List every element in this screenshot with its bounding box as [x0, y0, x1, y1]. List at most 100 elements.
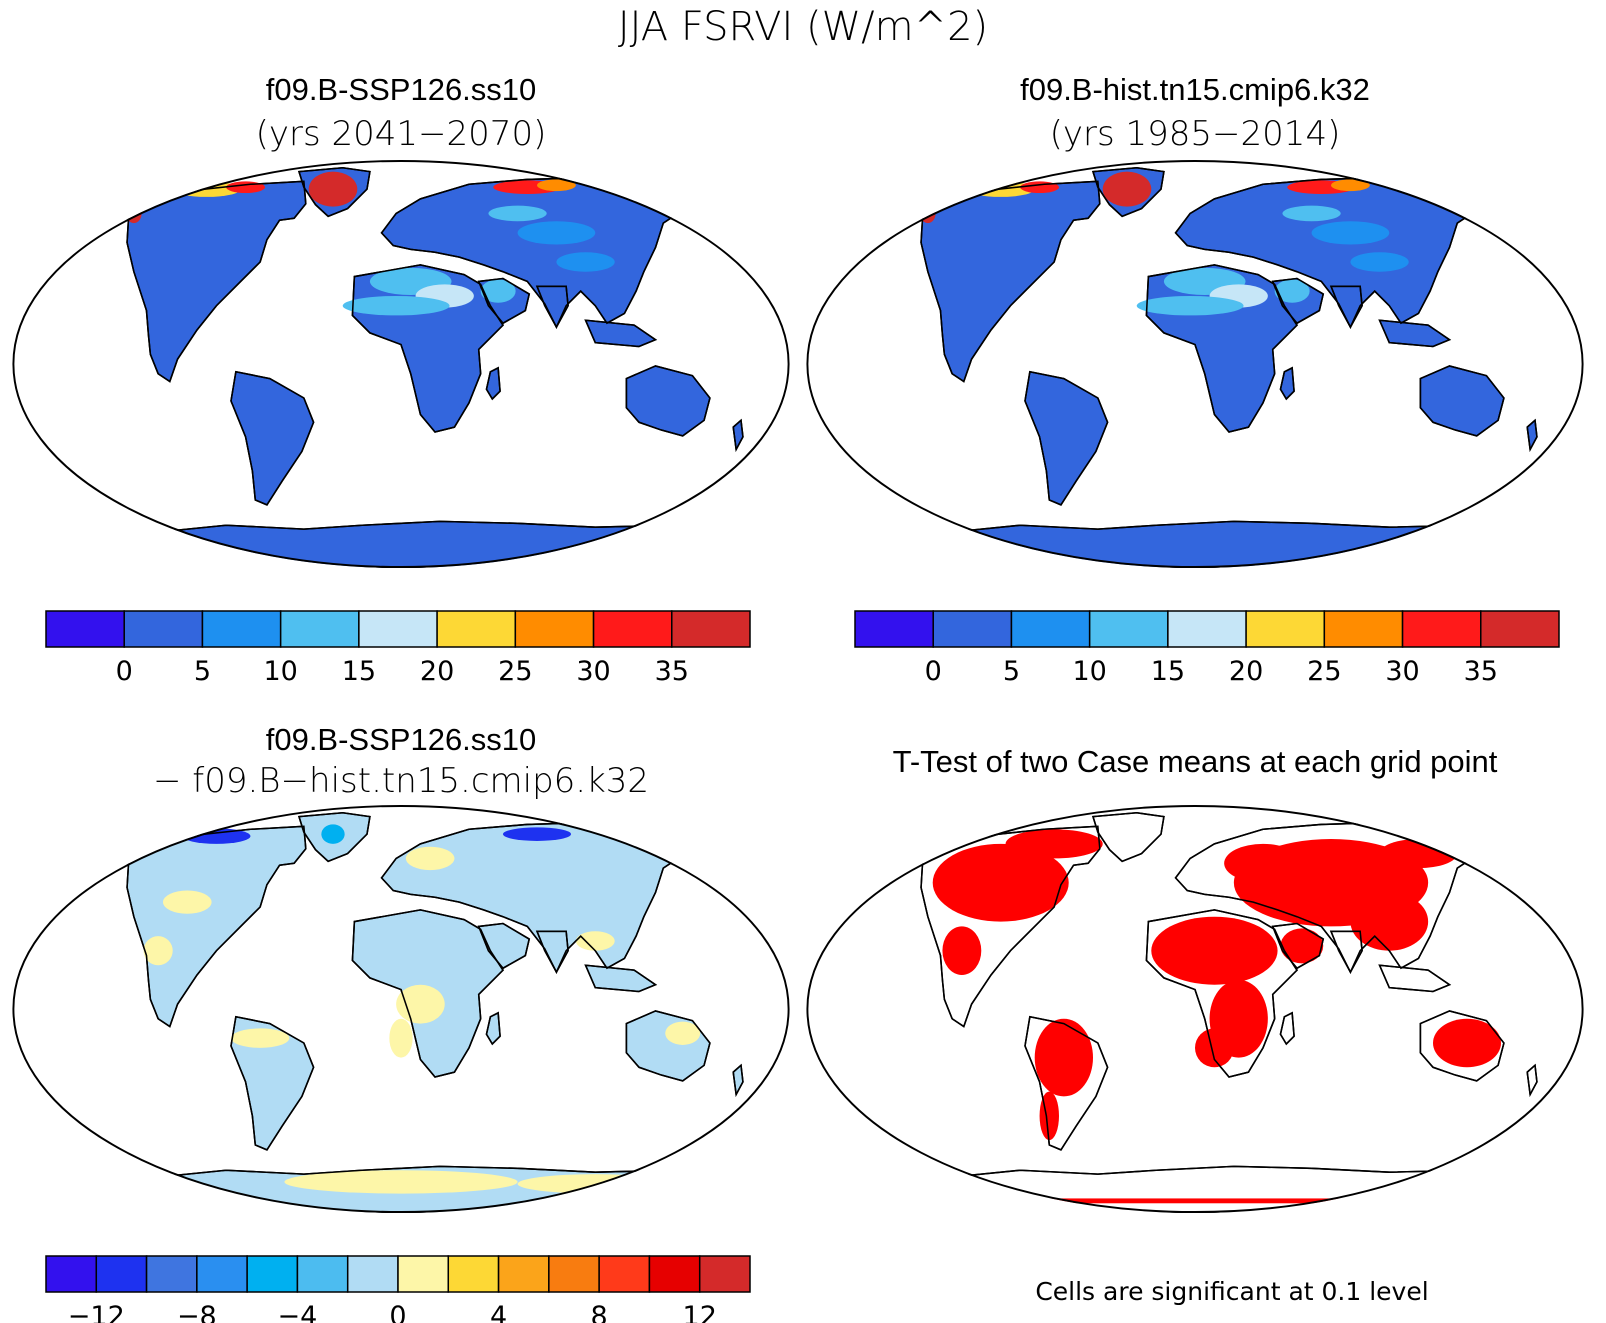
- shading-patch: [143, 936, 173, 966]
- shading-patch: [1274, 279, 1310, 303]
- map-frame: [12, 805, 790, 1213]
- panel-subtitle: (yrs 1985−2014): [1050, 114, 1341, 154]
- colorbar-tick-label: −12: [68, 1301, 125, 1323]
- panel-title: T-Test of two Case means at each grid po…: [893, 744, 1498, 779]
- shading-patch: [231, 1028, 290, 1048]
- colorbar-swatch: [436, 610, 517, 648]
- colorbar-swatch: [1010, 610, 1091, 648]
- shading-patch: [163, 890, 212, 914]
- colorbar-swatch: [671, 610, 751, 648]
- colorbar-tick-label: 35: [1464, 656, 1498, 687]
- map-panel-4: T-Test of two Case means at each grid po…: [806, 744, 1584, 1213]
- world-map: [806, 805, 1584, 1213]
- shading-patch: [342, 296, 450, 316]
- colorbar-swatch: [514, 610, 595, 648]
- shading-patch: [1136, 296, 1244, 316]
- shading-patch: [663, 841, 683, 862]
- shading-patch: [1311, 221, 1390, 245]
- colorbar-swatch: [1323, 610, 1404, 648]
- colorbar-swatch: [1401, 610, 1482, 648]
- colorbar-difference: −12 −8 −4 0 4 8 12: [45, 1255, 751, 1323]
- panel-title: f09.B-SSP126.ss10: [266, 722, 537, 757]
- colorbar-tick-label: 15: [1151, 656, 1185, 687]
- colorbar-swatch: [346, 1255, 399, 1293]
- colorbar-swatch: [196, 1255, 248, 1293]
- shading-patch: [1102, 171, 1152, 207]
- shading-patch: [284, 1170, 518, 1194]
- significance-patch: [1350, 892, 1429, 951]
- colorbar-swatch: [358, 610, 438, 648]
- map-frame: [806, 160, 1584, 568]
- map-frame: [12, 160, 790, 568]
- shading-patch: [1331, 179, 1370, 192]
- colorbar-swatch: [698, 1255, 751, 1293]
- shading-patch: [308, 171, 358, 207]
- colorbar-swatch: [1245, 610, 1326, 648]
- colorbar-swatch: [123, 610, 204, 648]
- colorbar-swatch: [497, 1255, 550, 1293]
- map-panel-3: f09.B-SSP126.ss10 − f09.B−hist.tn15.cmip6…: [12, 722, 790, 1213]
- colorbar-swatch: [932, 610, 1013, 648]
- colorbar-tick-label: 8: [591, 1301, 608, 1323]
- colorbar-tick-label: 20: [1229, 656, 1263, 687]
- colorbar-tick-label: 10: [263, 656, 297, 687]
- shading-patch: [1455, 191, 1475, 207]
- colorbar-swatch: [648, 1255, 701, 1293]
- colorbar-swatch: [45, 1255, 98, 1293]
- colorbar-tick-label: 5: [1003, 656, 1020, 687]
- shading-patch: [396, 984, 445, 1024]
- colorbar-tick-label: 0: [925, 656, 942, 687]
- panel-subtitle: (yrs 2041−2070): [256, 114, 547, 154]
- colorbar-tick-label: 0: [389, 1301, 406, 1323]
- shading-patch: [537, 179, 576, 192]
- colorbar-tick-label: 15: [342, 656, 376, 687]
- colorbar-swatch: [296, 1255, 349, 1293]
- panel-title: f09.B-hist.tn15.cmip6.k32: [1020, 72, 1370, 107]
- colorbar-tick-label: 10: [1072, 656, 1106, 687]
- colorbar-swatch: [447, 1255, 500, 1293]
- colorbar-tick-label: 0: [116, 656, 133, 687]
- significance-patch: [1280, 928, 1324, 964]
- colorbar-tick-label: 30: [576, 656, 610, 687]
- world-map: [12, 160, 790, 568]
- figure-title: JJA FSRVI (W/m^2): [618, 4, 988, 50]
- colorbar-swatch: [1167, 610, 1247, 648]
- shading-patch: [488, 205, 547, 222]
- colorbar-swatch: [279, 610, 360, 648]
- shading-patch: [1282, 205, 1341, 222]
- colorbar-absolute-1: 0 5 10 15 20 25 30 35: [45, 610, 751, 687]
- shading-patch: [1350, 252, 1409, 272]
- colorbar-swatch: [246, 1255, 299, 1293]
- significance-patch: [1034, 1018, 1093, 1097]
- colorbar-tick-label: 30: [1385, 656, 1419, 687]
- map-panel-2: f09.B-hist.tn15.cmip6.k32 (yrs 1985−2014): [806, 72, 1584, 568]
- significance-patch: [1433, 1018, 1501, 1068]
- colorbar-swatch: [598, 1255, 651, 1293]
- colorbar-tick-label: 20: [420, 656, 454, 687]
- significance-patch: [1151, 916, 1278, 985]
- colorbar-swatch: [201, 610, 282, 648]
- colorbar-swatch: [145, 1255, 198, 1293]
- colorbar-swatch: [95, 1255, 148, 1293]
- significance-patch: [923, 1198, 1545, 1204]
- significance-patch: [1195, 1028, 1234, 1068]
- map-frame: [806, 805, 1584, 1213]
- significance-patch: [932, 843, 1069, 922]
- shading-patch: [556, 252, 615, 272]
- colorbar-tick-label: 25: [498, 656, 532, 687]
- colorbar-swatch: [548, 1255, 600, 1293]
- shading-patch: [321, 824, 345, 844]
- colorbar-tick-label: 5: [194, 656, 211, 687]
- colorbar-tick-label: 12: [683, 1301, 717, 1323]
- colorbar-tick-label: 25: [1307, 656, 1341, 687]
- colorbar-swatch: [397, 1255, 450, 1293]
- significance-patch: [1005, 829, 1103, 859]
- map-panel-1: f09.B-SSP126.ss10 (yrs 2041−2070): [12, 72, 790, 568]
- significance-note: Cells are significant at 0.1 level: [1035, 1277, 1428, 1306]
- colorbar-swatch: [592, 610, 673, 648]
- world-map: [12, 805, 790, 1213]
- shading-patch: [517, 221, 596, 245]
- colorbar-swatch: [1480, 610, 1560, 648]
- significance-patch: [1224, 843, 1302, 883]
